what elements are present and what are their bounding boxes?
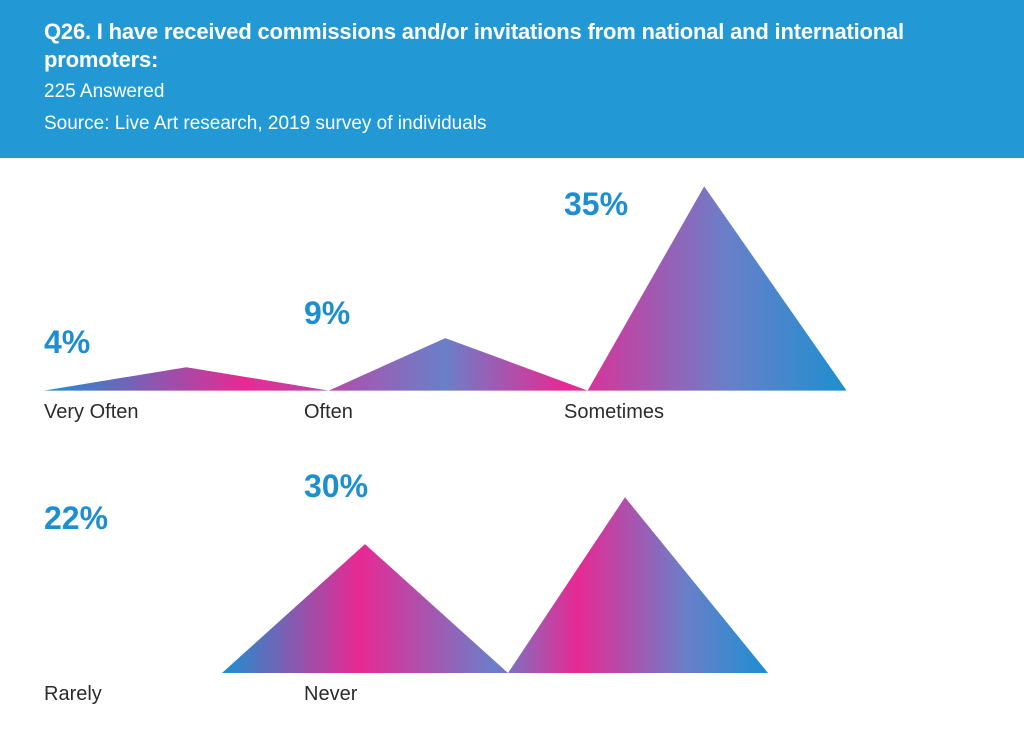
category-row: RarelyNever [44, 673, 980, 706]
chart-row-0: 4% 9% 35% Very OftenOftenSometimes [44, 186, 980, 424]
category-label: Rarely [44, 683, 304, 706]
category-label: Often [304, 401, 564, 424]
category-label: Never [304, 683, 564, 706]
area-shape [222, 498, 768, 674]
source-line: Source: Live Art research, 2019 survey o… [44, 111, 980, 137]
category-label: Sometimes [564, 401, 824, 424]
pct-label: 35% [564, 186, 628, 223]
chart-title: Q26. I have received commissions and/or … [44, 18, 944, 73]
chart-header: Q26. I have received commissions and/or … [0, 0, 1024, 158]
area-chart-row [44, 186, 980, 391]
answered-count: 225 Answered [44, 79, 980, 105]
chart-row-1: 22% 30% RarelyNever [44, 468, 980, 706]
pct-label: 30% [304, 468, 368, 505]
area-shape [44, 187, 847, 391]
pct-label: 9% [304, 295, 350, 332]
pct-label: 4% [44, 324, 90, 361]
category-row: Very OftenOftenSometimes [44, 391, 980, 424]
pct-label: 22% [44, 500, 108, 537]
chart-area: 4% 9% 35% Very OftenOftenSometimes 22% 30% Ra… [0, 158, 1024, 716]
area-chart-row [44, 468, 980, 673]
category-label: Very Often [44, 401, 304, 424]
